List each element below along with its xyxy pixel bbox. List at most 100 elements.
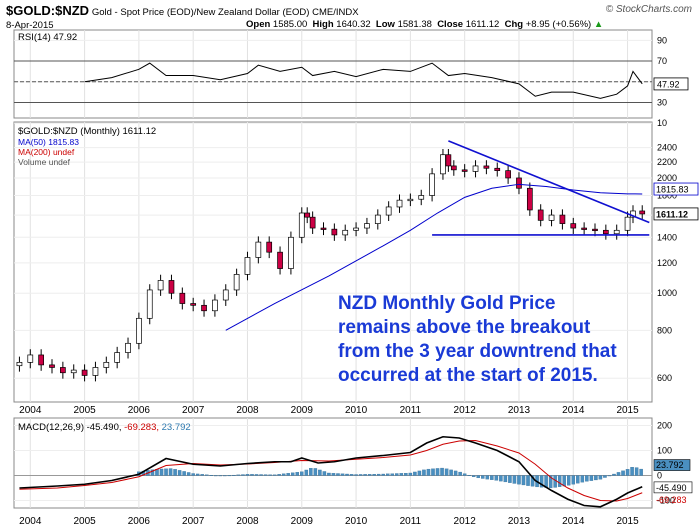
candle <box>157 280 164 291</box>
watermark: © StockCharts.com <box>605 4 692 15</box>
candle <box>494 167 501 171</box>
macd-histogram-bar <box>195 473 200 476</box>
macd-histogram-bar <box>236 474 241 476</box>
candle <box>146 289 153 319</box>
rsi-panel <box>13 29 653 119</box>
macd-histogram-bar <box>182 471 186 476</box>
macd-histogram-bar <box>417 470 422 476</box>
x-tick-label-bottom: 2011 <box>400 516 422 527</box>
ma50-line <box>225 183 643 331</box>
macd-histogram-bar <box>223 475 227 477</box>
annotation-line-1: NZD Monthly Gold Price <box>338 293 556 314</box>
low-label: Low <box>375 19 395 30</box>
macd-legend-part-0: MACD(12,26,9) -45.490, <box>18 422 122 433</box>
candle <box>114 352 121 363</box>
candle <box>201 304 207 312</box>
candle <box>364 223 370 229</box>
symbol-description: Gold - Spot Price (EOD)/New Zealand Doll… <box>91 7 310 18</box>
macd-histogram-bar <box>557 475 562 487</box>
macd-histogram-bar <box>521 475 526 486</box>
macd-histogram-bar <box>526 475 530 486</box>
candle <box>639 210 646 215</box>
candle <box>266 241 273 253</box>
candle <box>222 289 229 301</box>
price-tick-label: 1400 <box>657 232 677 242</box>
x-tick-label-bottom: 2009 <box>291 516 314 527</box>
macd-histogram-bar <box>186 472 191 476</box>
candle <box>429 173 435 196</box>
macd-histogram-bar <box>612 473 616 476</box>
x-tick-label-bottom: 2008 <box>236 516 259 527</box>
macd-histogram-bar <box>209 475 214 476</box>
candle <box>592 228 598 232</box>
candle <box>396 199 403 208</box>
macd-histogram-bar <box>548 475 553 489</box>
macd-histogram-bar <box>281 473 286 476</box>
x-tick-label-bottom: 2010 <box>345 516 368 527</box>
macd-histogram-bar <box>245 474 250 476</box>
macd-histogram-bar <box>164 468 168 476</box>
candle <box>342 229 349 236</box>
rsi-tick-label: 70 <box>657 56 667 66</box>
macd-histogram-bar <box>458 471 462 476</box>
legend-ma200: MA(200) undef <box>18 147 75 157</box>
macd-histogram-bar <box>214 475 218 477</box>
rsi-tick-label: 90 <box>657 35 667 45</box>
rsi-line <box>84 62 643 99</box>
macd-histogram-bar <box>191 473 195 476</box>
macd-histogram-bar <box>603 475 607 478</box>
macd-histogram-bar <box>530 475 535 487</box>
candle <box>320 227 327 230</box>
macd-histogram-bar <box>462 473 467 476</box>
candle <box>233 274 240 291</box>
macd-histogram-bar <box>426 468 431 476</box>
macd-histogram-bar <box>571 475 576 485</box>
x-tick-label: 2012 <box>454 405 477 416</box>
downtrend-line <box>448 140 650 224</box>
macd-histogram-bar <box>381 473 385 476</box>
macd-histogram-bar <box>404 473 408 476</box>
ma50-value-box <box>653 182 699 196</box>
rsi-last-value-label: 47.92 <box>657 79 680 89</box>
price-tick-label: 1800 <box>657 190 677 200</box>
exchange-label: CME/INDX <box>312 7 359 18</box>
macd-histogram-bar <box>272 474 277 476</box>
macd-histogram-bar <box>566 475 571 486</box>
x-tick-label-bottom: 2014 <box>562 516 585 527</box>
candle <box>483 165 490 169</box>
legend-ma50: MA(50) 1815.83 <box>18 137 79 147</box>
candle <box>277 251 283 269</box>
price-tick-label: 1000 <box>657 288 677 298</box>
price-tick-label: 600 <box>657 373 672 383</box>
macd-histogram-bar <box>227 475 232 477</box>
candle <box>613 229 620 235</box>
macd-histogram-bar <box>512 475 517 484</box>
macd-histogram-bar <box>268 474 272 476</box>
candle <box>38 354 44 366</box>
macd-histogram-bar <box>173 469 177 476</box>
annotation-text: NZD Monthly Gold Price remains above the… <box>338 292 638 388</box>
macd-histogram-bar <box>589 475 594 481</box>
change-up-icon: ▲ <box>593 19 604 30</box>
price-last-value-box <box>653 207 699 221</box>
macd-legend-part-2: 23.792 <box>159 422 191 433</box>
macd-histogram-bar <box>598 475 603 480</box>
annotation-line-2: remains above the breakout <box>338 317 591 338</box>
macd-legend-part-1: -69.283, <box>122 422 160 433</box>
macd-tick-label: 200 <box>657 421 672 431</box>
macd-histogram-bar <box>580 475 585 483</box>
ohlc-readout: Open 1585.00 High 1640.32 Low 1581.38 Cl… <box>246 19 603 30</box>
macd-histogram-bar <box>336 473 340 476</box>
candle <box>304 212 311 218</box>
macd-histogram-bar <box>503 475 508 483</box>
price-tick-label: 2000 <box>657 173 677 183</box>
x-tick-label-bottom: 2013 <box>508 516 531 527</box>
macd-value-label: -45.490 <box>656 483 687 493</box>
macd-histogram-bar <box>372 474 376 476</box>
candle <box>179 292 186 304</box>
candle <box>570 223 577 229</box>
macd-histogram-bar <box>539 475 544 488</box>
price-tick-label: 800 <box>657 325 672 335</box>
candle <box>385 206 392 216</box>
macd-histogram-bar <box>444 468 449 476</box>
